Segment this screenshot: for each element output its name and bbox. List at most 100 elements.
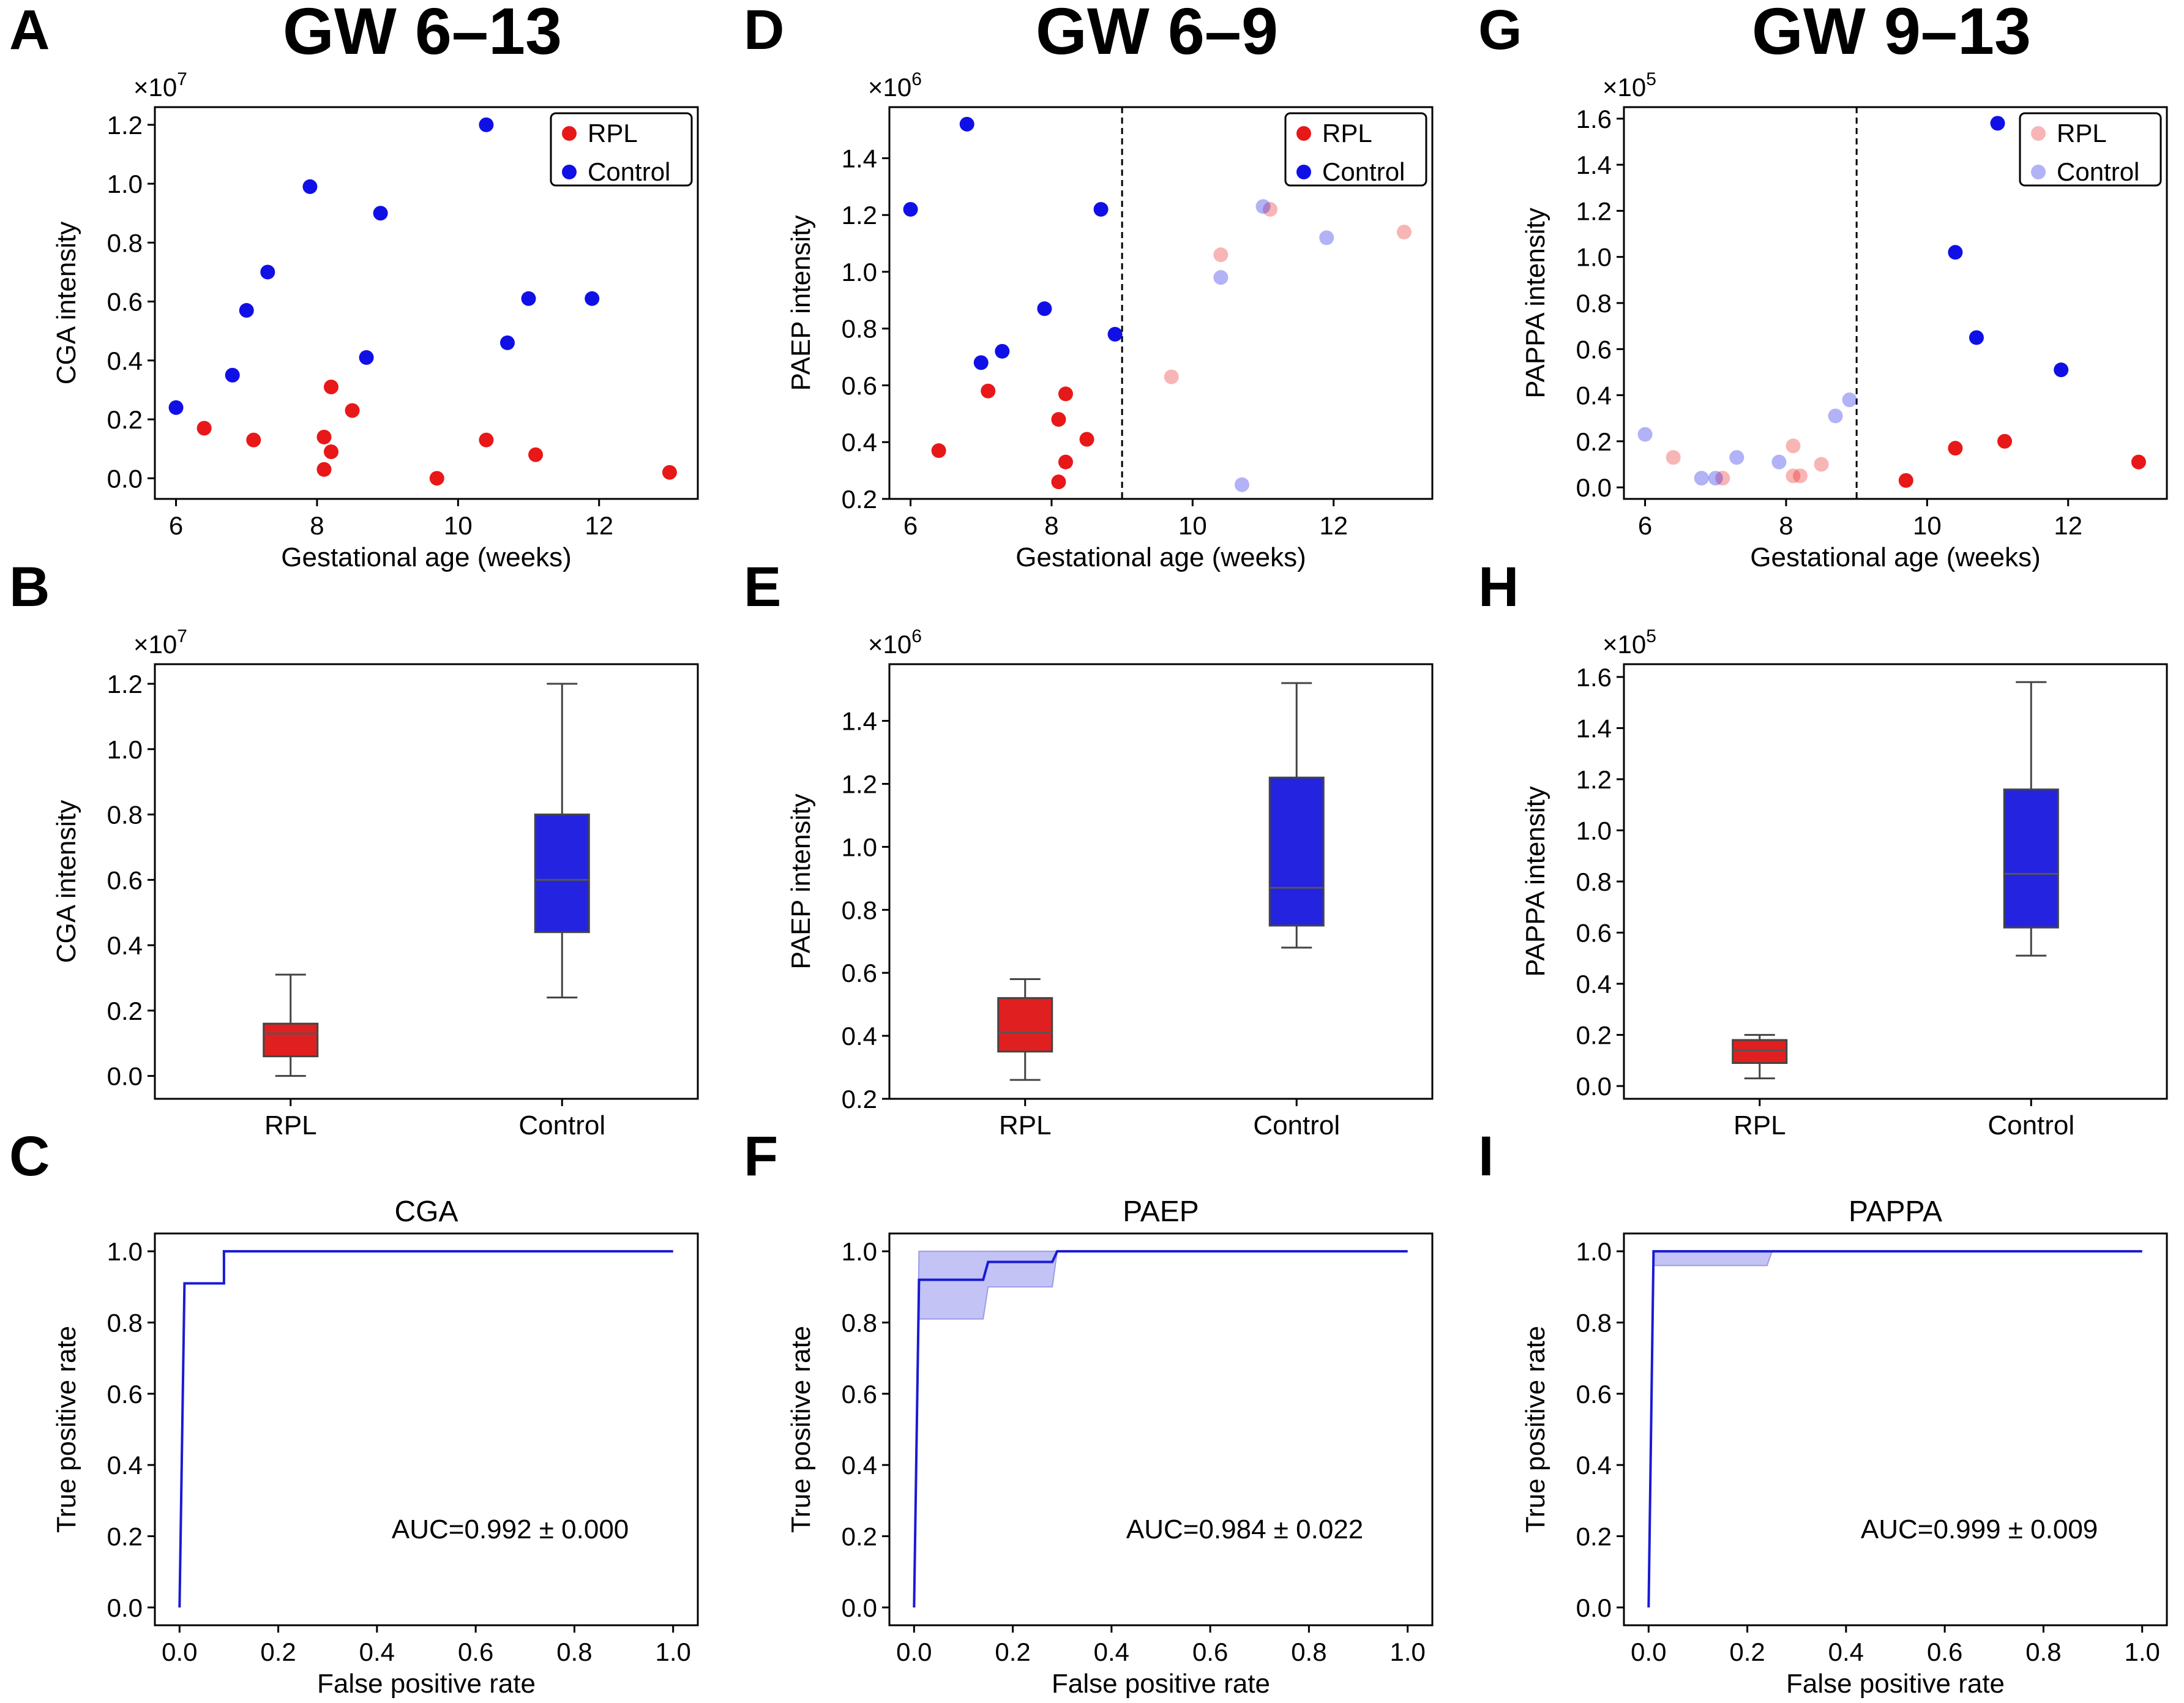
y-tick-label: 1.4 (842, 707, 877, 736)
roc-title: PAEP (1123, 1196, 1199, 1228)
y-tick-label: 1.4 (842, 144, 877, 173)
roc-title: PAPPA (1849, 1196, 1942, 1228)
y-tick-label: 0.0 (842, 1593, 877, 1622)
y-axis-label: PAEP intensity (786, 794, 816, 970)
legend-marker (2031, 126, 2046, 141)
y-tick-label: 0.2 (107, 1522, 143, 1551)
panel-label: B (9, 556, 50, 618)
box-control (1268, 776, 1325, 927)
data-point-rpl (2131, 454, 2146, 470)
axis-offset-label: ×107 (133, 69, 187, 102)
x-tick-label: 0.8 (2025, 1638, 2061, 1666)
data-point-rpl (1058, 386, 1073, 402)
panel-label: F (744, 1125, 778, 1188)
box-rpl (997, 997, 1053, 1053)
y-tick-label: 0.8 (107, 228, 143, 257)
x-tick-label: RPL (1733, 1110, 1786, 1140)
y-tick-label: 0.2 (107, 405, 143, 434)
y-tick-label: 0.4 (1576, 381, 1612, 410)
y-axis-label: CGA intensity (51, 800, 81, 964)
data-point-control (1107, 327, 1123, 342)
data-point-control (225, 367, 240, 383)
y-tick-label: 0.2 (1576, 1522, 1612, 1551)
x-tick-label: RPL (999, 1110, 1052, 1140)
panel-label: I (1478, 1125, 1494, 1188)
legend-marker (1296, 126, 1311, 141)
data-point-control (1969, 330, 1984, 345)
data-point-rpl (1058, 454, 1073, 470)
data-point-control (239, 303, 254, 318)
y-tick-label: 0.6 (842, 371, 877, 400)
y-tick-label: 0.4 (842, 1451, 877, 1480)
y-tick-label: 0.6 (842, 959, 877, 987)
y-axis-label: True positive rate (51, 1326, 81, 1533)
data-point-control (1948, 245, 1963, 260)
legend-marker (1296, 165, 1311, 179)
y-axis-label: True positive rate (1520, 1326, 1550, 1533)
legend-marker (562, 165, 577, 179)
data-point-faded (1234, 477, 1249, 492)
data-point-control (995, 343, 1010, 359)
data-point-faded (1213, 247, 1228, 263)
data-point-faded (1828, 408, 1843, 424)
x-tick-label: Control (1988, 1110, 2074, 1140)
y-tick-label: 0.4 (107, 346, 143, 375)
plot-frame (1623, 1232, 2168, 1626)
y-tick-label: 0.6 (1576, 335, 1612, 364)
y-tick-label: 0.8 (1576, 289, 1612, 318)
box-control (2003, 788, 2059, 929)
y-tick-label: 0.2 (1576, 427, 1612, 456)
x-tick-label: 0.4 (1828, 1638, 1864, 1666)
data-point-rpl (1079, 432, 1094, 447)
plot-frame (154, 663, 699, 1100)
data-point-control (973, 355, 989, 370)
panel-D: D 0.2 0.4 0.6 0.8 1.0 1.2 1.4 6 8 10 12 PAEP intensi… (744, 0, 1434, 572)
y-tick-label: 0.2 (842, 1522, 877, 1551)
y-tick-label: 0.0 (1576, 473, 1612, 502)
y-tick-label: 0.6 (107, 288, 143, 316)
y-tick-label: 0.2 (1576, 1021, 1612, 1050)
plot-frame (154, 106, 699, 500)
x-tick-label: 0.0 (896, 1638, 932, 1666)
y-tick-label: 0.6 (107, 866, 143, 894)
x-tick-label: 0.2 (995, 1638, 1030, 1666)
legend (550, 112, 693, 187)
data-point-faded (1694, 471, 1709, 486)
y-tick-label: 1.0 (107, 1237, 143, 1266)
panel-F: F 0.0 0.2 0.4 0.6 0.8 1.0 0.0 0.2 0.4 0.6 0.8 1.0 Tru… (744, 1125, 1434, 1699)
data-point-control (1093, 201, 1109, 217)
y-tick-label: 1.2 (1576, 196, 1612, 225)
panel-label: E (744, 556, 781, 618)
data-point-control (521, 291, 536, 306)
x-tick-label: 0.4 (359, 1638, 395, 1666)
y-tick-label: 1.6 (1576, 663, 1612, 692)
box-control (534, 814, 590, 934)
legend-marker (562, 126, 577, 141)
y-axis-label: CGA intensity (51, 222, 81, 385)
data-point-faded (1263, 201, 1278, 217)
y-tick-label: 0.4 (842, 428, 877, 457)
data-point-faded (1319, 230, 1334, 245)
y-tick-label: 0.2 (107, 997, 143, 1025)
data-point-rpl (931, 443, 946, 458)
x-tick-label: 10 (444, 511, 473, 540)
roc-curve (913, 1250, 1408, 1608)
y-tick-label: 1.2 (842, 201, 877, 230)
data-point-rpl (528, 447, 544, 462)
y-tick-label: 0.8 (107, 801, 143, 829)
data-point-rpl (1997, 433, 2013, 449)
data-point-control (260, 264, 275, 280)
x-tick-label: 6 (1638, 511, 1652, 540)
y-axis-label: True positive rate (786, 1326, 816, 1533)
x-tick-label: 0.8 (556, 1638, 592, 1666)
data-point-rpl (316, 429, 332, 444)
box-rpl (1732, 1039, 1788, 1065)
column-header-2: GW 6–9 (1036, 0, 1278, 68)
data-point-control (499, 335, 515, 350)
y-tick-label: 0.4 (1576, 970, 1612, 998)
y-tick-label: 0.8 (1576, 1308, 1612, 1337)
y-tick-label: 1.2 (842, 770, 877, 799)
legend (1284, 112, 1427, 187)
y-axis-label: PAPPA intensity (1520, 208, 1550, 398)
auc-annotation: AUC=0.984 ± 0.022 (1126, 1514, 1363, 1544)
